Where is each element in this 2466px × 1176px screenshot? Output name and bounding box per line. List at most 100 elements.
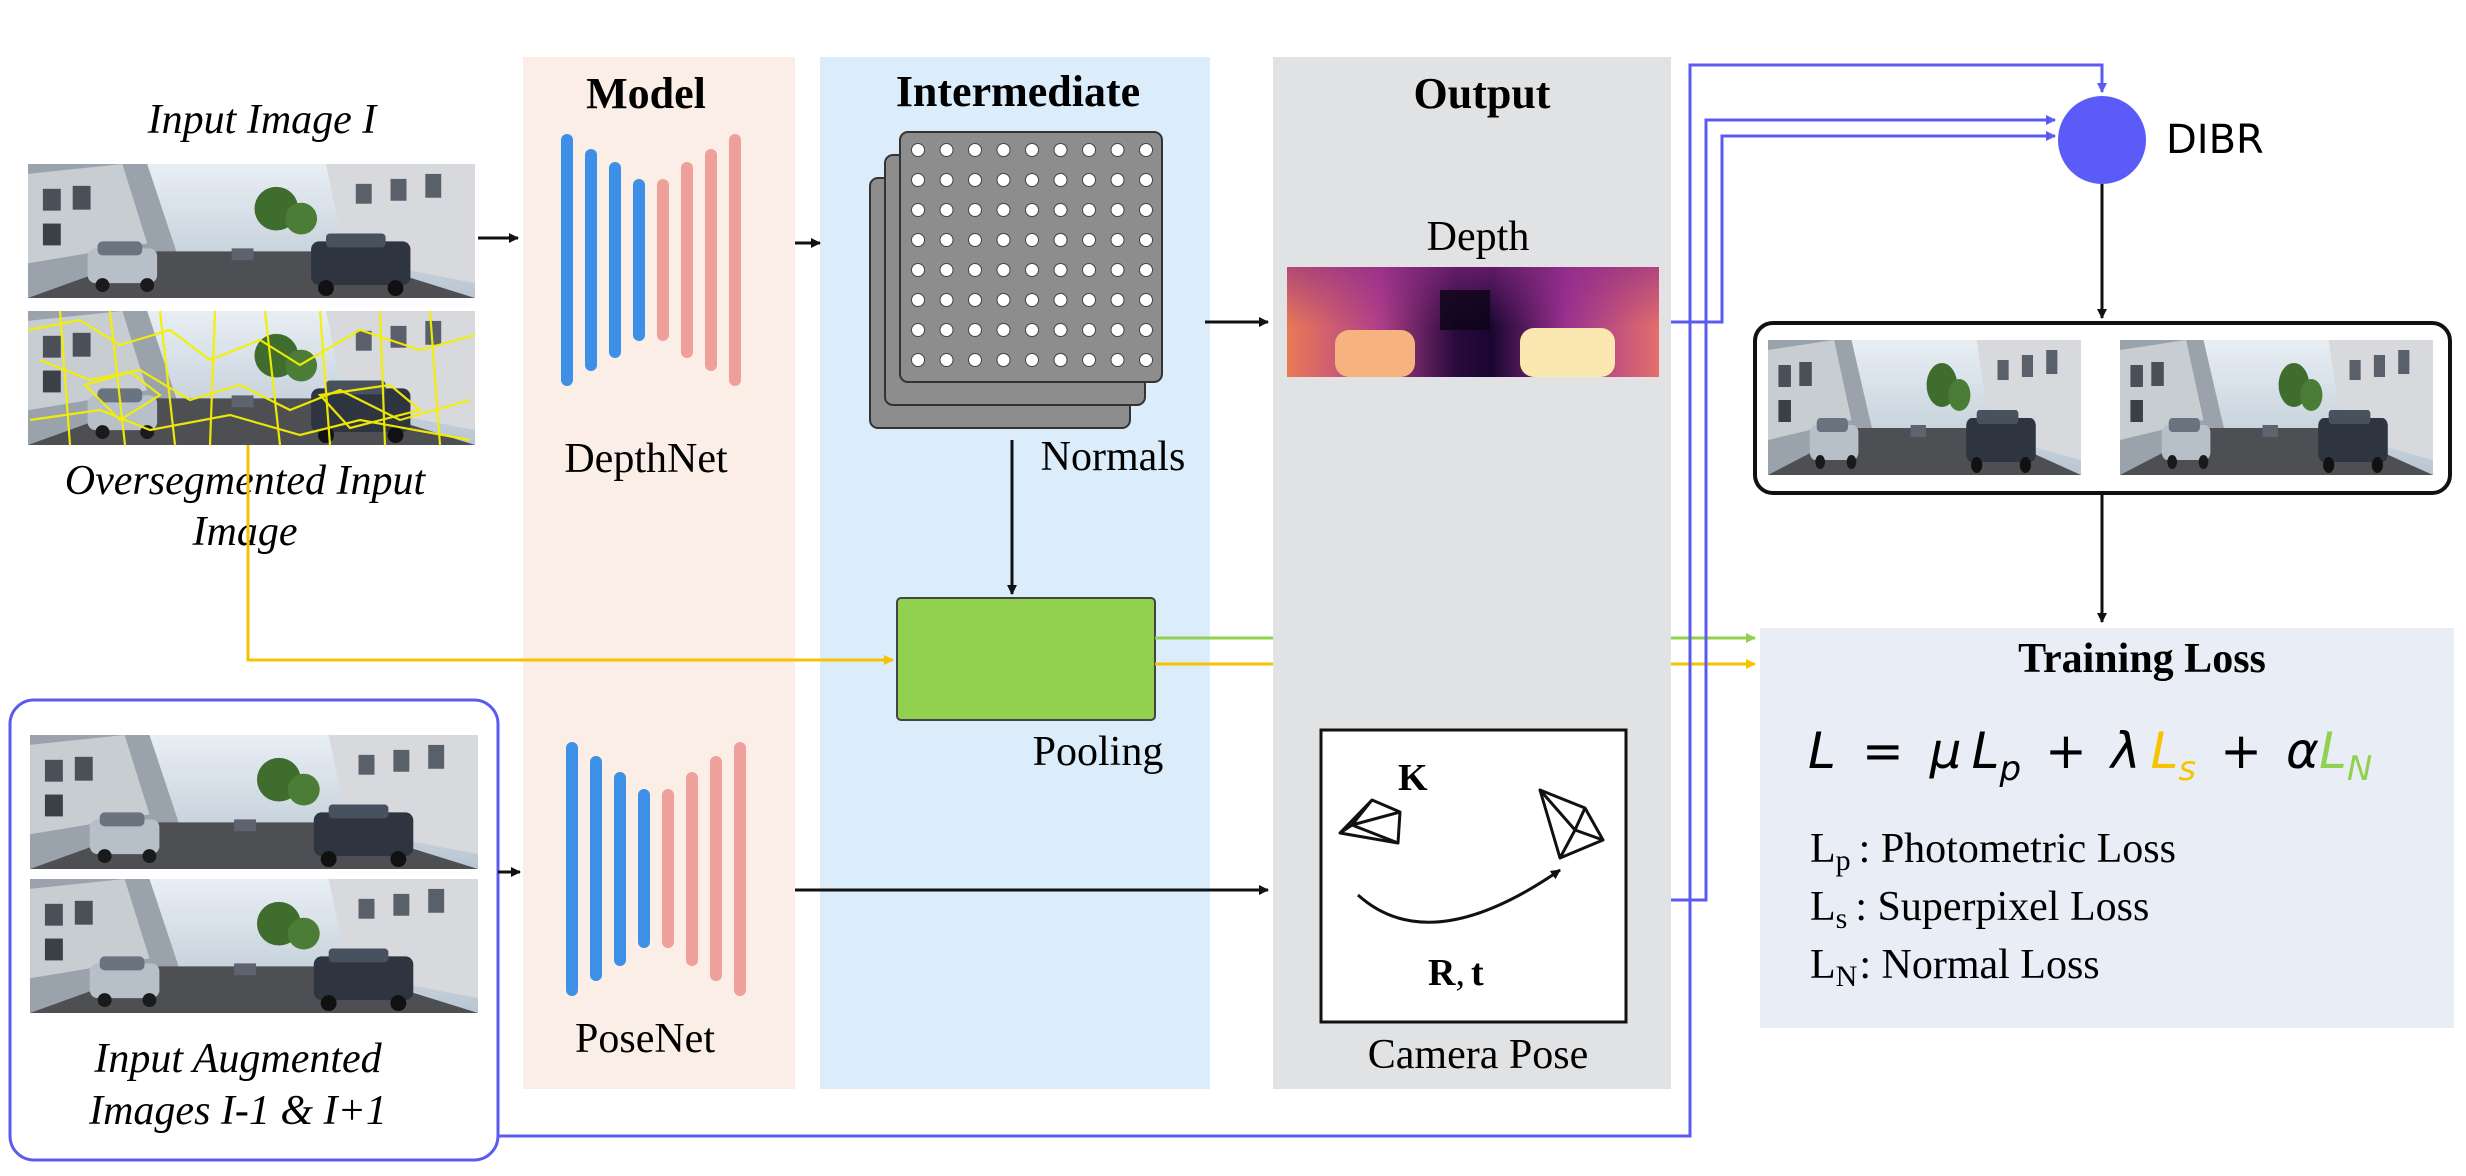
normal-dot [1053, 323, 1068, 337]
loss-equation: L = μ Lp + λ Ls + αLN [1808, 722, 2372, 789]
normal-dot [968, 233, 982, 247]
normal-dot [1053, 353, 1068, 367]
normal-dot [968, 263, 982, 277]
normals-label: Normals [1041, 434, 1186, 480]
normal-dot [968, 293, 982, 307]
training-loss-panel [1760, 628, 2454, 1028]
normal-dot [1139, 323, 1153, 337]
dibr-label: DIBR [2166, 117, 2264, 163]
normal-dot [1110, 293, 1125, 307]
normal-dot [939, 353, 954, 367]
loss-legend-photometric: Lp: Photometric Loss [1810, 826, 2176, 877]
normal-dot [1025, 263, 1039, 277]
normal-dot [1082, 323, 1096, 337]
loss-legend-superpixel: Ls: Superpixel Loss [1810, 884, 2149, 935]
normal-dot [1053, 143, 1068, 157]
normal-dot [1110, 173, 1125, 187]
augmented-image-prev [30, 735, 478, 869]
normal-dot [1082, 173, 1096, 187]
normal-dot [1110, 323, 1125, 337]
normal-dot [1053, 173, 1068, 187]
normal-dot [911, 353, 925, 367]
depth-map [1287, 267, 1659, 377]
normal-dot [1025, 323, 1039, 337]
normal-dot [1139, 353, 1153, 367]
augmented-input-frame [8, 698, 500, 1162]
normal-dot [939, 233, 954, 247]
depth-label: Depth [1427, 214, 1530, 260]
normal-dot [1110, 143, 1125, 157]
normal-dot [939, 293, 954, 307]
normal-dot [1139, 293, 1153, 307]
depthnet-label: DepthNet [564, 436, 728, 482]
normal-dot [1053, 233, 1068, 247]
normals-stack-icon [869, 131, 1163, 429]
normal-dot [1110, 233, 1125, 247]
reconstructed-image-1 [1768, 340, 2081, 475]
normal-dot [911, 323, 925, 337]
normal-dot [911, 143, 925, 157]
normal-dot [939, 323, 954, 337]
normal-dot [911, 203, 925, 217]
connectors [246, 63, 2107, 1138]
normal-dot [1082, 353, 1096, 367]
normal-dot [996, 353, 1011, 367]
pooling-label: Pooling [1033, 729, 1164, 775]
camera-left-icon [1338, 798, 1402, 845]
normal-dot [939, 173, 954, 187]
normal-dot [968, 323, 982, 337]
normal-dot [996, 263, 1011, 277]
normal-dot [1110, 263, 1125, 277]
camera-right-icon [1538, 788, 1605, 860]
normal-dot [1139, 173, 1153, 187]
normal-dot [968, 353, 982, 367]
normal-dot [1025, 233, 1039, 247]
reconstructed-image-2 [2120, 340, 2433, 475]
pooling-block [896, 597, 1156, 721]
model-header: Model [586, 69, 706, 118]
normal-dot [968, 203, 982, 217]
camera-pose-box [1319, 728, 1628, 1024]
normal-dot [1082, 293, 1096, 307]
normal-dot [968, 143, 982, 157]
normal-dot [996, 323, 1011, 337]
normal-dot [1053, 293, 1068, 307]
normal-dot [1025, 143, 1039, 157]
normal-dot [911, 173, 925, 187]
normal-dot [1082, 233, 1096, 247]
normal-dot [1025, 293, 1039, 307]
normal-dot [939, 263, 954, 277]
input-image-label: Input Image I [147, 97, 379, 143]
normal-dot [968, 173, 982, 187]
normal-dot [1139, 233, 1153, 247]
augmented-label-line1: Input Augmented [93, 1036, 382, 1082]
normal-dot [911, 233, 925, 247]
loss-legend-normal: LN: Normal Loss [1810, 942, 2100, 993]
normal-dot [996, 173, 1011, 187]
augmented-image-next [30, 879, 478, 1013]
normal-dot [1025, 353, 1039, 367]
dibr-node [2058, 96, 2146, 184]
intermediate-header: Intermediate [896, 67, 1140, 116]
posenet-icon [566, 742, 746, 996]
normal-dot [1139, 203, 1153, 217]
normal-dot [1082, 143, 1096, 157]
training-loss-title: Training Loss [2018, 636, 2266, 682]
normal-dot [939, 143, 954, 157]
normal-dot [1053, 203, 1068, 217]
camera-pose-label: Camera Pose [1368, 1032, 1588, 1078]
depthnet-icon [561, 134, 741, 386]
normal-dot [1025, 203, 1039, 217]
normal-dot [996, 293, 1011, 307]
normal-dot [996, 143, 1011, 157]
rotation-translation-label: R, t [1428, 952, 1484, 994]
motion-arc-icon [1356, 868, 1561, 924]
normal-dot [996, 203, 1011, 217]
normal-dot [911, 293, 925, 307]
output-header: Output [1414, 69, 1551, 118]
normal-dot [1082, 203, 1096, 217]
posenet-label: PoseNet [575, 1016, 715, 1062]
oversegmented-label-line2: Image [192, 509, 298, 555]
augmented-label-line2: Images I-1 & I+1 [88, 1088, 387, 1134]
